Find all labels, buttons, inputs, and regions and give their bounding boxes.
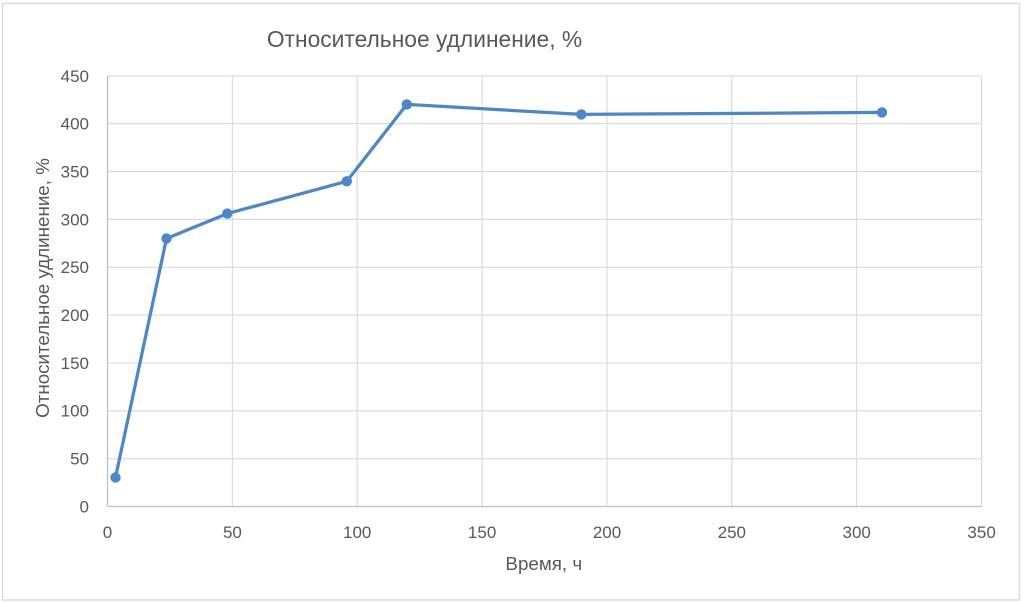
svg-text:50: 50 bbox=[70, 450, 89, 469]
svg-text:150: 150 bbox=[61, 354, 89, 373]
svg-text:300: 300 bbox=[61, 210, 89, 229]
svg-text:Относительное удлинение, %: Относительное удлинение, % bbox=[32, 158, 53, 418]
svg-text:350: 350 bbox=[967, 523, 995, 542]
svg-text:0: 0 bbox=[80, 497, 89, 516]
svg-text:0: 0 bbox=[103, 523, 112, 542]
svg-text:200: 200 bbox=[61, 306, 89, 325]
svg-text:100: 100 bbox=[343, 523, 371, 542]
svg-text:50: 50 bbox=[223, 523, 242, 542]
svg-text:Относительное удлинение, %: Относительное удлинение, % bbox=[267, 26, 582, 52]
svg-text:200: 200 bbox=[593, 523, 621, 542]
svg-text:100: 100 bbox=[61, 402, 89, 421]
svg-text:400: 400 bbox=[61, 115, 89, 134]
svg-text:450: 450 bbox=[61, 67, 89, 86]
svg-text:300: 300 bbox=[843, 523, 871, 542]
svg-text:250: 250 bbox=[61, 258, 89, 277]
svg-text:Время, ч: Время, ч bbox=[505, 553, 582, 574]
svg-text:150: 150 bbox=[468, 523, 496, 542]
svg-text:350: 350 bbox=[61, 163, 89, 182]
svg-text:250: 250 bbox=[718, 523, 746, 542]
